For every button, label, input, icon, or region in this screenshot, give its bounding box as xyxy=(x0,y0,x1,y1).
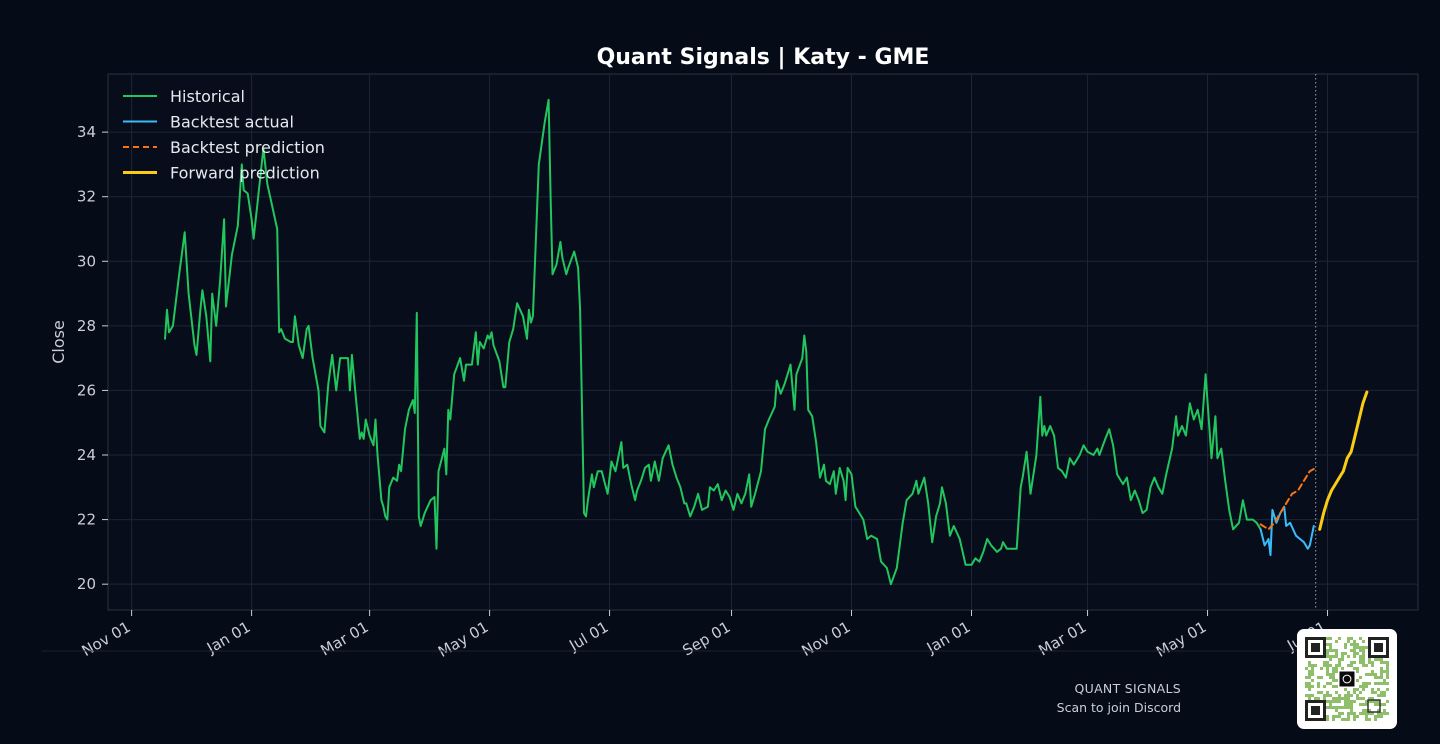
footer-brand: QUANT SIGNALS xyxy=(1074,681,1181,696)
qr-center-mark xyxy=(1342,674,1352,684)
legend-label: Forward prediction xyxy=(170,164,320,183)
y-axis-label: Close xyxy=(49,320,68,364)
legend-label: Backtest prediction xyxy=(170,138,325,157)
legend-label: Backtest actual xyxy=(170,113,294,132)
qr-finder-core xyxy=(1311,643,1320,652)
plot-area xyxy=(107,73,1419,611)
y-tick-label: 28 xyxy=(77,317,96,335)
qr-alignment xyxy=(1367,699,1381,713)
footer-tagline: Scan to join Discord xyxy=(1057,700,1181,715)
legend: Historical Backtest actual Backtest predic… xyxy=(123,87,325,183)
qr-center-logo xyxy=(1339,671,1355,687)
qr-code-icon[interactable] xyxy=(1297,629,1397,729)
chart-title: Quant Signals | Katy - GME xyxy=(597,45,930,70)
y-axis-ticks: 20 22 24 26 28 30 32 34 xyxy=(77,123,108,593)
series-lines xyxy=(164,98,1369,586)
qr-finder-core xyxy=(1311,706,1320,715)
series-line-historical xyxy=(164,98,1262,586)
series-line-backtest-actual xyxy=(1259,505,1315,557)
y-tick-label: 20 xyxy=(77,575,96,593)
y-tick-label: 22 xyxy=(77,511,96,529)
qr-finder-core xyxy=(1374,643,1383,652)
grid-lines xyxy=(108,74,1418,610)
y-tick-label: 24 xyxy=(77,446,96,464)
series-line-backtest-prediction xyxy=(1259,466,1317,531)
legend-label: Historical xyxy=(170,87,245,106)
y-tick-label: 32 xyxy=(77,188,96,206)
y-tick-label: 34 xyxy=(77,123,96,141)
y-tick-label: 26 xyxy=(77,381,96,399)
series-line-forward-prediction xyxy=(1318,390,1369,531)
y-tick-label: 30 xyxy=(77,252,96,270)
